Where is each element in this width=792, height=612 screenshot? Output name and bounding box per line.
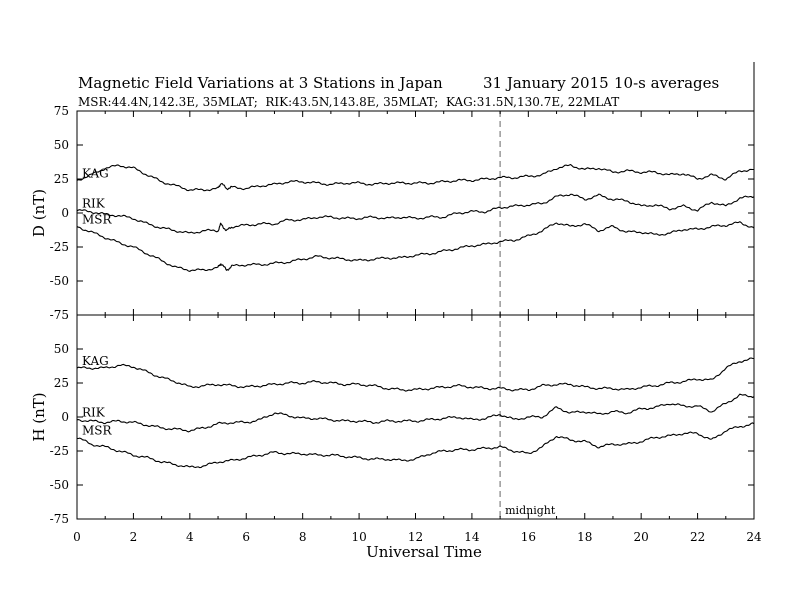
x-axis-label: Universal Time <box>366 543 482 561</box>
y-tick-label: -50 <box>50 274 69 288</box>
y-tick-label: -25 <box>50 240 69 254</box>
chart-title: Magnetic Field Variations at 3 Stations … <box>78 74 443 92</box>
y-tick-label: -75 <box>50 308 69 322</box>
x-tick-label: 2 <box>130 530 138 544</box>
series-line-rik-1 <box>76 193 755 234</box>
x-tick-label: 18 <box>577 530 592 544</box>
y-tick-label: 50 <box>54 342 69 356</box>
x-tick-label: 14 <box>464 530 480 544</box>
panel-frame-1 <box>76 110 755 316</box>
y-tick-label: 50 <box>54 138 69 152</box>
x-tick-label: 12 <box>408 530 423 544</box>
y-tick-label: 0 <box>61 206 69 220</box>
y-tick-label: 75 <box>54 104 69 118</box>
series-line-msr-1 <box>76 221 755 272</box>
x-tick-label: 8 <box>299 530 307 544</box>
midnight-label: midnight <box>505 504 556 517</box>
series-label-kag: KAG <box>82 354 109 368</box>
x-tick-label: 0 <box>73 530 81 544</box>
series-label-msr: MSR <box>82 423 113 437</box>
x-tick-label: 24 <box>746 530 762 544</box>
series-label-kag: KAG <box>82 166 109 180</box>
chart-averaging: 10-s averages <box>614 74 719 92</box>
series-line-rik-2 <box>76 393 755 433</box>
x-tick-label: 20 <box>634 530 649 544</box>
y-tick-label: -75 <box>50 512 69 526</box>
x-tick-label: 4 <box>186 530 194 544</box>
series-label-rik: RIK <box>82 406 106 420</box>
series-line-msr-2 <box>76 422 755 469</box>
chart-date: 31 January 2015 <box>483 74 609 92</box>
series-label-rik: RIK <box>82 196 106 210</box>
chart-subtitle: MSR:44.4N,142.3E, 35MLAT; RIK:43.5N,143.… <box>78 95 619 109</box>
x-tick-label: 6 <box>242 530 250 544</box>
y-tick-label: 25 <box>54 376 69 390</box>
series-line-kag-2 <box>76 357 755 392</box>
y-tick-label: -25 <box>50 444 69 458</box>
panel-frame-2 <box>76 314 755 520</box>
x-tick-label: 10 <box>351 530 366 544</box>
y-axis-label-2: H (nT) <box>30 392 48 441</box>
y-tick-label: -50 <box>50 478 69 492</box>
series-label-msr: MSR <box>82 213 113 227</box>
x-tick-label: 16 <box>521 530 536 544</box>
x-tick-label: 22 <box>690 530 705 544</box>
y-axis-label-1: D (nT) <box>30 189 48 237</box>
series-line-kag-1 <box>76 163 754 192</box>
y-tick-label: 25 <box>54 172 69 186</box>
y-tick-label: 0 <box>61 410 69 424</box>
